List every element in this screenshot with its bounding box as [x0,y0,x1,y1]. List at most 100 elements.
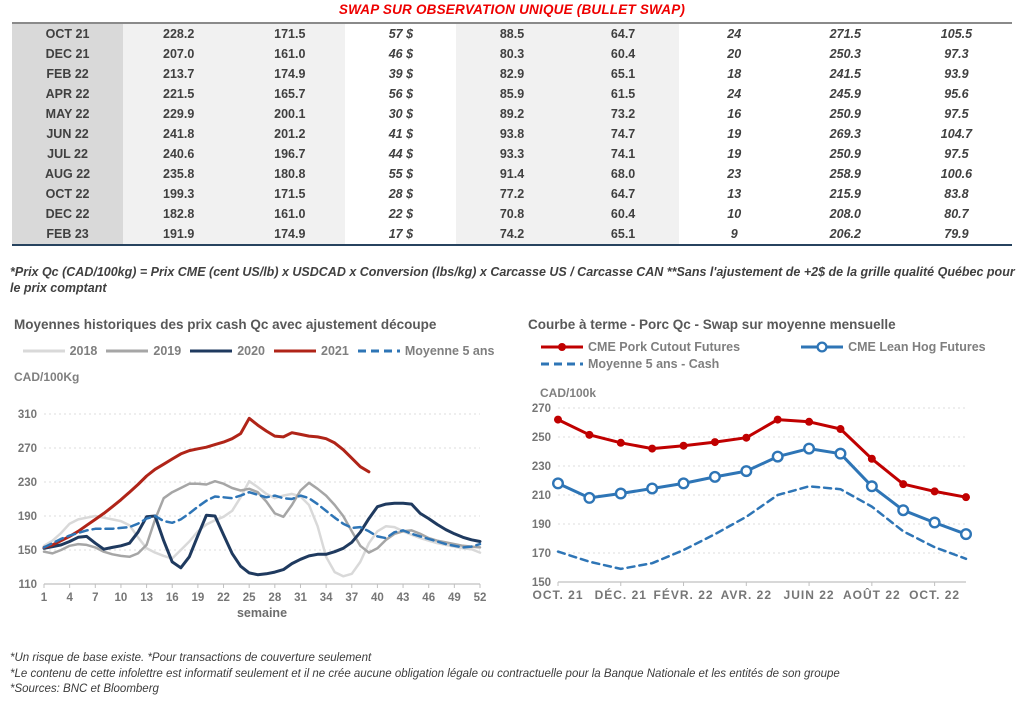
table-row: FEB 23 191.9 174.9 17 $74.2 65.1 9 206.2 79.9 [12,224,1012,245]
table-cell: 258.9 [789,164,901,184]
axis-tick-label: 1 [41,592,48,604]
table-cell: 74.1 [567,144,679,164]
legend-swatch-icon [541,362,583,366]
page-footnotes: *Un risque de base existe. *Pour transac… [10,651,1016,698]
table-cell: JUL 22 [12,144,124,164]
table-cell: 65.1 [567,64,679,84]
table-cell: 215.9 [789,184,901,204]
axis-tick-label: 28 [268,592,281,604]
table-cell: APR 22 [12,84,124,104]
table-footnote: *Prix Qc (CAD/100kg) = Prix CME (cent US… [10,265,1015,295]
chart-shape [556,418,968,499]
table-cell: 79.9 [900,224,1012,245]
table-cell: AUG 22 [12,164,124,184]
axis-tick-label: 270 [18,443,37,455]
table-cell: 100.6 [900,164,1012,184]
chart-shape [552,477,565,490]
table-cell: 68.0 [567,164,679,184]
table-cell: MAY 22 [12,104,124,124]
table-cell: 201.2 [234,124,346,144]
legend-item: CME Pork Cutout Futures [540,340,740,354]
table-cell: 80.3 [456,44,568,64]
table-cell: 13 [678,184,790,204]
table-cell: 39 $ [345,64,457,84]
legend-row: Moyenne 5 ans - Cash [540,357,719,371]
table-cell: 235.8 [123,164,235,184]
table-cell: 10 [678,204,790,224]
table-cell: 240.6 [123,144,235,164]
table-cell: 97.5 [900,144,1012,164]
table-cell: 105.5 [900,23,1012,44]
left-chart-title: Moyennes historiques des prix cash Qc av… [14,317,437,332]
axis-tick-label: 250 [532,432,551,444]
table-cell: 161.0 [234,204,346,224]
legend-item: 2020 [189,344,265,358]
table-cell: JUN 22 [12,124,124,144]
table-cell: 93.8 [456,124,568,144]
table-cell: 250.9 [789,104,901,124]
axis-tick-label: 43 [397,592,410,604]
table-cell: 165.7 [234,84,346,104]
axis-tick-label: 310 [18,409,37,421]
table-cell: 41 $ [345,124,457,144]
forward-curve-line-chart: 150 170 190 210 230 250 270 OCT. 21 DÉC. 21 FÉVR.… [532,403,973,602]
table-row: OCT 21 228.2 171.5 57 $88.5 64.7 24 271.5 105.5 [12,23,1012,44]
chart-shape [648,444,657,453]
table-cell: 64.7 [567,23,679,44]
chart-shape [899,480,908,489]
table-cell: 250.3 [789,44,901,64]
chart-shape [836,425,845,434]
table-cell: 24 [678,23,790,44]
axis-tick-label: 40 [371,592,384,604]
table-cell: 82.9 [456,64,568,84]
legend-swatch-icon [274,349,316,353]
table-cell: 60.4 [567,204,679,224]
legend-label: 2019 [153,344,182,358]
legend-item: 2021 [273,344,349,358]
axis-tick-label: semaine [237,606,287,620]
table-cell: 174.9 [234,224,346,245]
chart-shape [803,442,816,455]
footnote-line: *Le contenu de cette infolettre est info… [10,667,840,680]
axis-tick-label: 10 [115,592,128,604]
table-row: APR 22 221.5 165.7 56 $85.9 61.5 24 245.9 95.6 [12,84,1012,104]
chart-shape [42,501,482,577]
table-cell: 180.8 [234,164,346,184]
table-row: FEB 22 213.7 174.9 39 $82.9 65.1 18 241.5 93.9 [12,64,1012,84]
axis-tick-label: 16 [166,592,179,604]
axis-tick-label: DÉC. 21 [595,587,647,602]
table-cell: 91.4 [456,164,568,184]
axis-tick-label: AVR. 22 [721,588,772,602]
axis-tick-label: 190 [532,519,551,531]
chart-shape [42,416,371,549]
table-row: OCT 22 199.3 171.5 28 $77.2 64.7 13 215.9 83.8 [12,184,1012,204]
chart-shape [616,438,625,447]
table-cell: 206.2 [789,224,901,245]
table-row: DEC 22 182.8 161.0 22 $70.8 60.4 10 208.0 80.7 [12,204,1012,224]
table-cell: 60.4 [567,44,679,64]
chart-shape [834,447,847,460]
chart-shape [646,482,659,495]
table-cell: DEC 21 [12,44,124,64]
page-title: SWAP SUR OBSERVATION UNIQUE (BULLET SWAP… [338,2,686,17]
table-cell: 250.9 [789,144,901,164]
chart-shape [962,493,970,502]
legend-swatch-icon [801,341,844,353]
table-cell: 19 [678,144,790,164]
axis-tick-label: 170 [532,548,551,560]
legend-label: 2021 [321,344,349,358]
table-cell: 19 [678,124,790,144]
chart-shape [677,477,690,490]
table-row: MAY 22 229.9 200.1 30 $89.2 73.2 16 250.9 97.5 [12,104,1012,124]
legend-swatch-icon [22,349,65,353]
legend-swatch-icon [357,349,400,353]
chart-shape [897,504,910,517]
axis-tick-label: 19 [191,592,204,604]
legend-item: Moyenne 5 ans - Cash [540,357,719,371]
chart-shape [960,528,973,541]
table-cell: 56 $ [345,84,457,104]
table-cell: 70.8 [456,204,568,224]
table-cell: 23 [678,164,790,184]
legend-item: Moyenne 5 ans [357,344,494,358]
legend-label: CME Lean Hog Futures [848,340,986,354]
